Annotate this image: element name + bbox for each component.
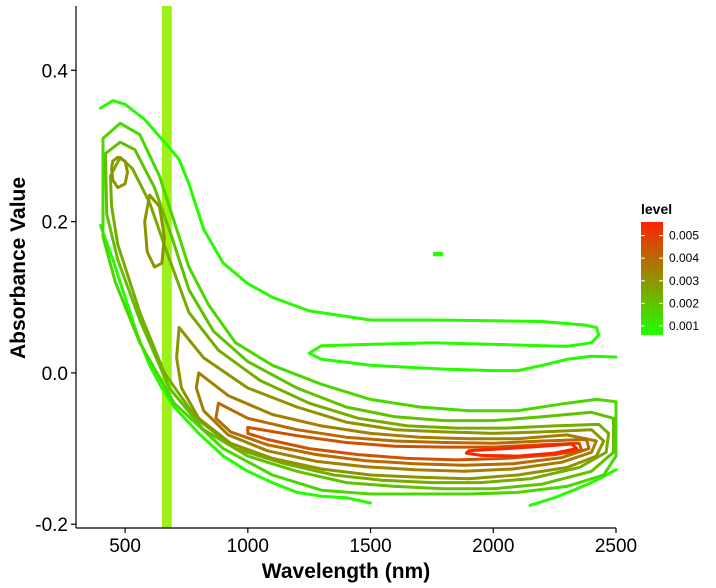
contour-line-10 — [175, 326, 606, 481]
y-axis-ticks: -0.2 0.0 0.2 0.4 — [35, 61, 76, 536]
legend-tick-label: 0.004 — [669, 251, 699, 265]
legend-color-bar — [641, 222, 663, 335]
contour-line-4 — [432, 251, 444, 257]
contour-line-5 — [101, 121, 618, 496]
y-axis-title: Absorbance Value — [7, 177, 30, 359]
contour-line-14 — [464, 442, 579, 458]
contour-line-2 — [99, 223, 372, 505]
y-tick-label: 0.4 — [42, 61, 69, 82]
contour-line-1 — [99, 99, 618, 373]
contour-lines — [99, 99, 618, 507]
x-axis-ticks: 500 1000 1500 2000 2500 — [109, 528, 637, 557]
y-tick-label: 0.0 — [42, 364, 68, 385]
legend-tick-label: 0.005 — [669, 229, 699, 243]
legend-title: level — [641, 201, 672, 217]
x-tick-label: 2500 — [595, 536, 637, 557]
contour-line-12 — [214, 401, 591, 467]
x-axis-title: Wavelength (nm) — [262, 560, 430, 583]
legend-ticks: 0.001 0.002 0.003 0.004 0.005 — [641, 229, 699, 333]
contour-line-13 — [246, 425, 584, 462]
contour-line-6 — [104, 140, 615, 491]
x-tick-label: 2000 — [472, 536, 514, 557]
x-tick-label: 500 — [109, 536, 141, 557]
y-tick-label: 0.2 — [42, 213, 68, 234]
legend-tick-label: 0.002 — [669, 296, 699, 310]
x-tick-label: 1500 — [349, 536, 391, 557]
highlight-band-layer — [161, 6, 172, 528]
contour-line-7 — [108, 155, 611, 485]
highlight-band — [161, 6, 172, 528]
legend-tick-label: 0.001 — [669, 319, 699, 333]
color-legend: level 0.001 0.002 0.003 0.004 0.005 — [641, 201, 699, 335]
legend-tick-label: 0.003 — [669, 274, 699, 288]
contour-line-8 — [110, 155, 129, 190]
contour-line-11 — [194, 371, 598, 473]
x-tick-label: 1000 — [227, 536, 269, 557]
contour-line-9 — [143, 193, 166, 269]
y-tick-label: -0.2 — [35, 515, 68, 536]
axes — [75, 6, 616, 529]
